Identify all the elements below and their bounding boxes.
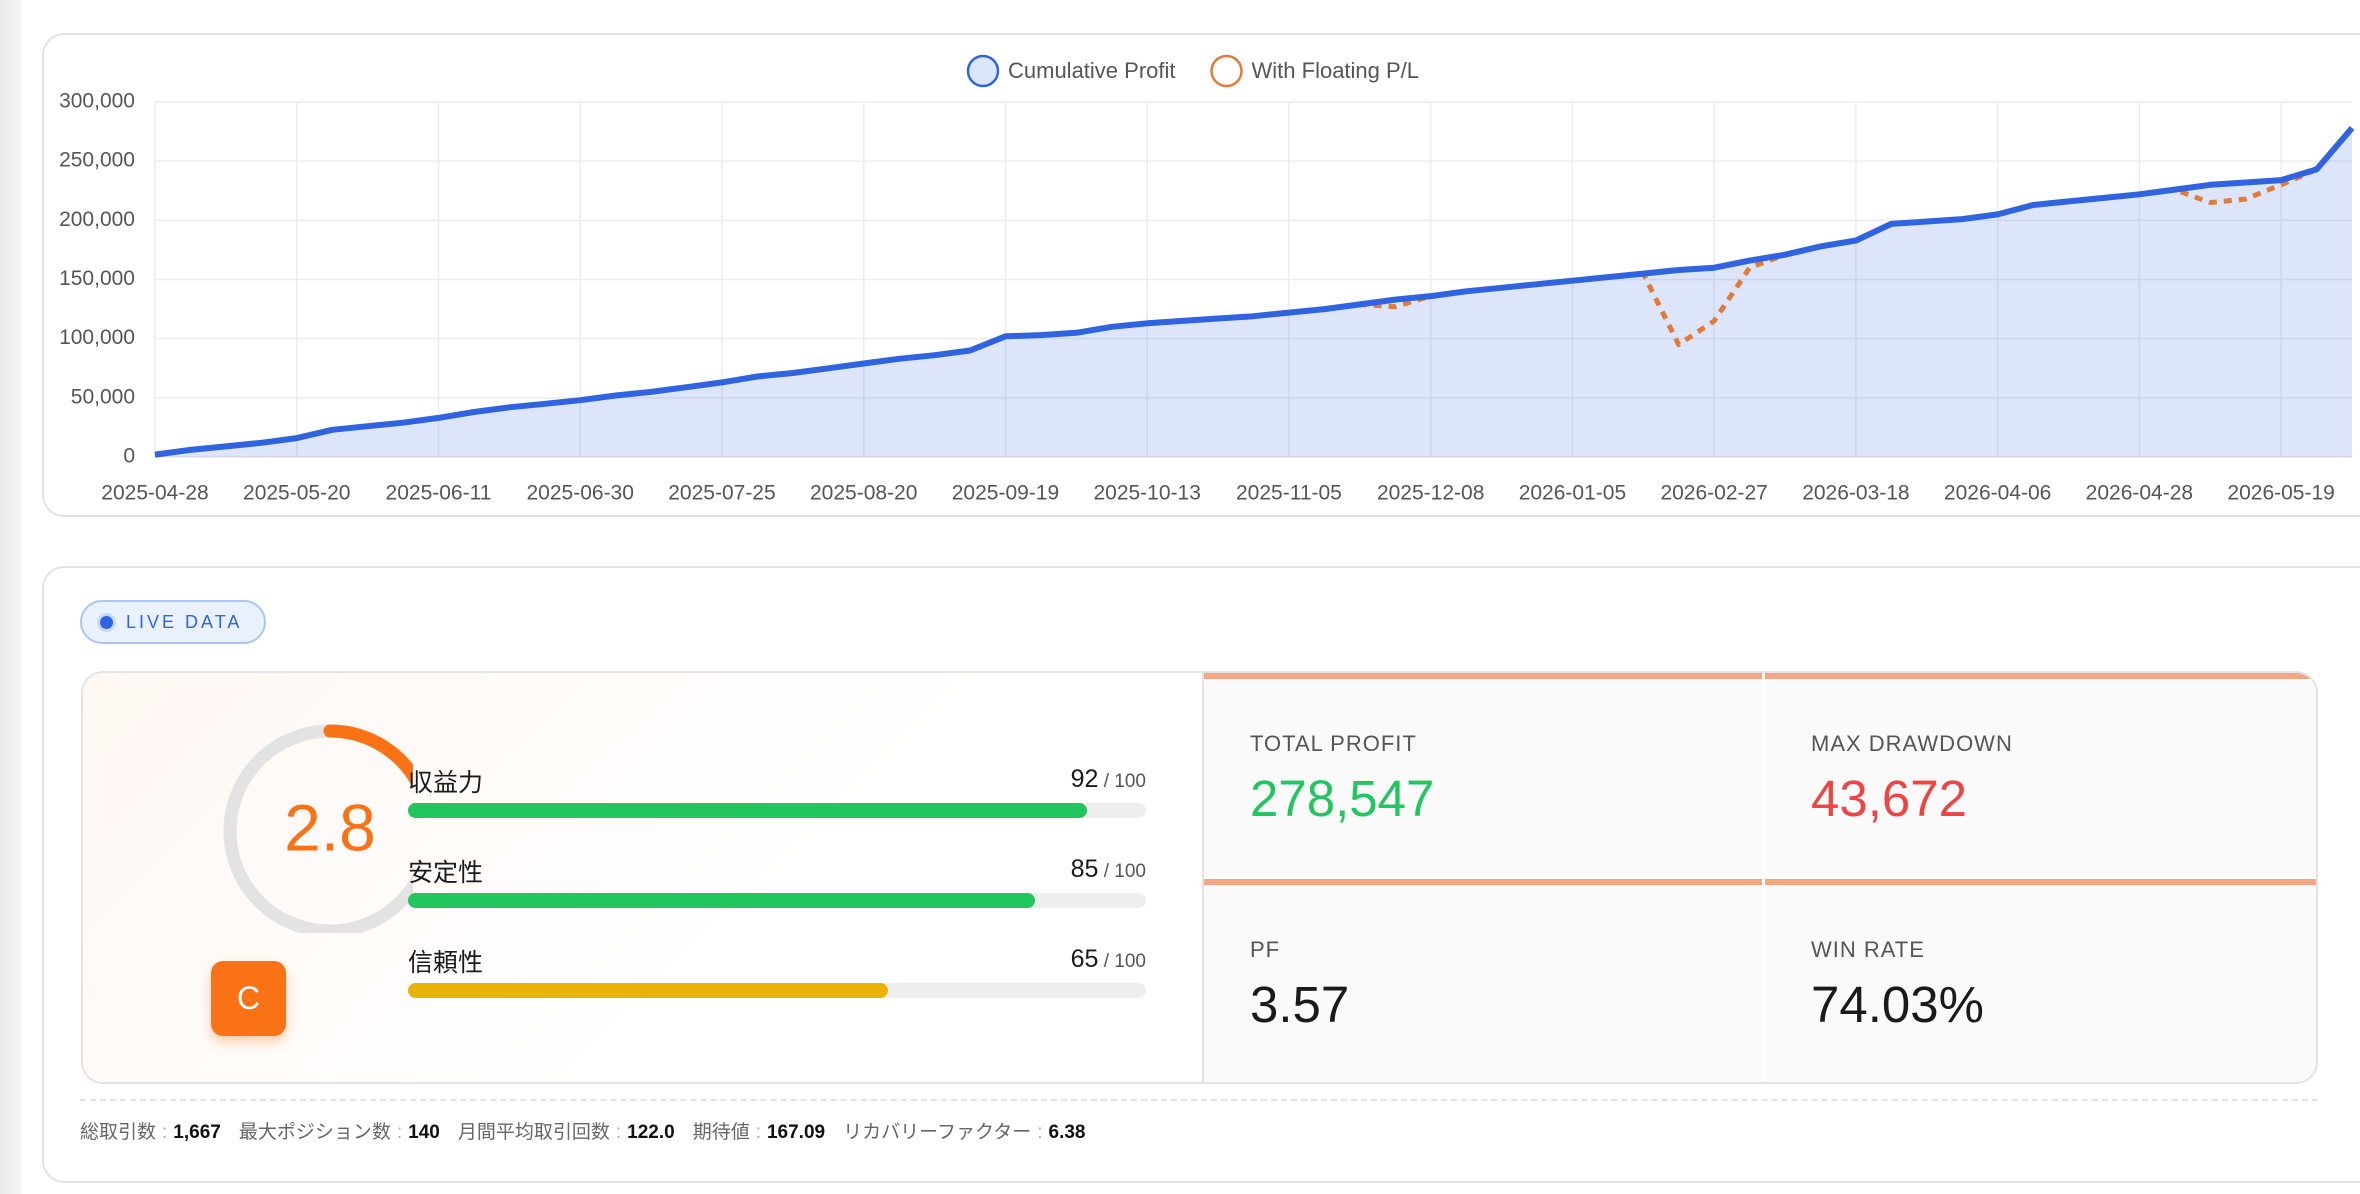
live-badge: LIVE DATA xyxy=(80,600,267,644)
y-tick-label: 0 xyxy=(123,445,135,468)
x-tick-label: 2026-05-19 xyxy=(2227,482,2334,505)
footer-item: 期待値:167.09 xyxy=(693,1117,825,1144)
footer-label: リカバリーファクター xyxy=(843,1122,1032,1143)
metric-label: 信頼性 xyxy=(408,949,484,977)
metric-sep: / xyxy=(1098,771,1115,792)
footer-label: 総取引数 xyxy=(80,1122,157,1143)
footer-value: 167.09 xyxy=(766,1122,826,1143)
metric-value: 92 / 100 xyxy=(1071,765,1146,794)
footer-value: 1,667 xyxy=(173,1122,221,1143)
footer-sep: : xyxy=(1037,1122,1043,1143)
footer-value: 140 xyxy=(408,1122,440,1143)
footer-sep: : xyxy=(162,1122,168,1143)
metric-label: 安定性 xyxy=(408,859,484,887)
footer-item: 総取引数:1,667 xyxy=(80,1117,221,1144)
legend-swatch xyxy=(1210,54,1243,88)
x-tick-label: 2026-04-06 xyxy=(1944,482,2051,505)
summary-panel: 2.8 C 収益力 92 / 100 安定性 85 / 100 信頼性 65 / 100 … xyxy=(81,671,2318,1084)
score-panel: 2.8 C 収益力 92 / 100 安定性 85 / 100 信頼性 65 / 100 xyxy=(83,673,1204,1082)
x-tick-label: 2025-05-20 xyxy=(243,482,350,505)
legend-label: Cumulative Profit xyxy=(1008,58,1176,83)
y-tick-label: 150,000 xyxy=(59,267,135,290)
y-tick-label: 100,000 xyxy=(59,326,135,349)
stat-value: 43,672 xyxy=(1811,770,1967,827)
x-tick-label: 2025-12-08 xyxy=(1377,482,1484,505)
y-tick-label: 200,000 xyxy=(59,208,135,231)
stat-label: TOTAL PROFIT xyxy=(1250,731,1417,756)
y-tick-label: 250,000 xyxy=(59,149,135,172)
x-tick-label: 2025-06-30 xyxy=(527,482,634,505)
stat-label: PF xyxy=(1250,937,1281,962)
chart: 0 50,000 100,000 150,000 200,000 250,000 300,0… xyxy=(59,54,2355,505)
x-tick-label: 2026-04-28 xyxy=(2086,482,2193,505)
area xyxy=(155,128,2352,457)
metric-score: 85 xyxy=(1070,855,1099,883)
line xyxy=(154,126,2355,458)
metric-bar xyxy=(408,893,1036,908)
x-tick-label: 2026-02-27 xyxy=(1660,482,1767,505)
stat-cell: WIN RATE 74.03% xyxy=(1765,879,2316,1082)
x-tick-label: 2025-07-25 xyxy=(668,482,775,505)
metric-sep: / xyxy=(1098,861,1115,882)
metric-bar xyxy=(408,983,888,998)
score-gauge: 2.8 xyxy=(223,724,413,933)
metric-track xyxy=(408,893,1146,908)
metric-label: 収益力 xyxy=(408,769,484,797)
stat-cell: PF 3.57 xyxy=(1204,879,1762,1082)
gauge-arc xyxy=(323,724,413,789)
footer-label: 月間平均取引回数 xyxy=(457,1122,610,1143)
stat-label: MAX DRAWDOWN xyxy=(1811,731,2013,756)
y-tick-label: 300,000 xyxy=(59,90,135,113)
grade-badge: C xyxy=(211,961,286,1036)
legend-label: With Floating P/L xyxy=(1252,58,1420,83)
window-edge xyxy=(0,0,22,1194)
x-tick-label: 2025-09-19 xyxy=(952,482,1059,505)
footer-stats: 総取引数:1,667 最大ポジション数:140 月間平均取引回数:122.0 期待値:… xyxy=(80,1099,2318,1144)
footer-value: 122.0 xyxy=(627,1122,675,1143)
metric-track xyxy=(408,983,1146,998)
metric-score: 65 xyxy=(1070,945,1099,973)
metric-max: 100 xyxy=(1114,951,1146,972)
stat-cell: TOTAL PROFIT 278,547 xyxy=(1204,673,1762,876)
x-tick-label: 2025-04-28 xyxy=(101,482,208,505)
stat-label: WIN RATE xyxy=(1811,937,1925,962)
footer-item: リカバリーファクター:6.38 xyxy=(843,1117,1085,1144)
metric-sep: / xyxy=(1098,951,1115,972)
metric-score: 92 xyxy=(1070,765,1099,793)
metric-max: 100 xyxy=(1114,861,1146,882)
x-tick-label: 2025-06-11 xyxy=(386,482,492,505)
stat-value: 3.57 xyxy=(1250,976,1350,1033)
footer-item: 月間平均取引回数:122.0 xyxy=(458,1117,675,1144)
footer-label: 期待値 xyxy=(692,1122,750,1143)
chart-card xyxy=(42,33,2360,517)
stat-cell: MAX DRAWDOWN 43,672 xyxy=(1765,673,2316,876)
x-tick-label: 2025-08-20 xyxy=(810,482,917,505)
metric-bar xyxy=(408,803,1087,818)
stat-value: 278,547 xyxy=(1250,770,1435,827)
stat-value: 74.03% xyxy=(1811,976,1984,1033)
metric-value: 65 / 100 xyxy=(1071,945,1146,974)
y-tick-label: 50,000 xyxy=(71,385,135,408)
x-tick-label: 2026-03-18 xyxy=(1802,482,1909,505)
footer-item: 最大ポジション数:140 xyxy=(239,1117,440,1144)
footer-sep: : xyxy=(615,1122,622,1143)
legend-swatch xyxy=(966,54,1000,88)
x-tick-label: 2026-01-05 xyxy=(1519,482,1626,505)
x-tick-label: 2025-10-13 xyxy=(1093,482,1200,505)
x-tick-label: 2025-11-05 xyxy=(1236,482,1342,505)
footer-sep: : xyxy=(396,1122,403,1143)
score-value: 2.8 xyxy=(284,790,376,864)
footer-value: 6.38 xyxy=(1048,1122,1086,1143)
metric-track xyxy=(408,803,1146,818)
metric-max: 100 xyxy=(1114,771,1146,792)
metric-value: 85 / 100 xyxy=(1071,855,1146,884)
footer-sep: : xyxy=(755,1122,761,1143)
footer-label: 最大ポジション数 xyxy=(238,1122,391,1143)
